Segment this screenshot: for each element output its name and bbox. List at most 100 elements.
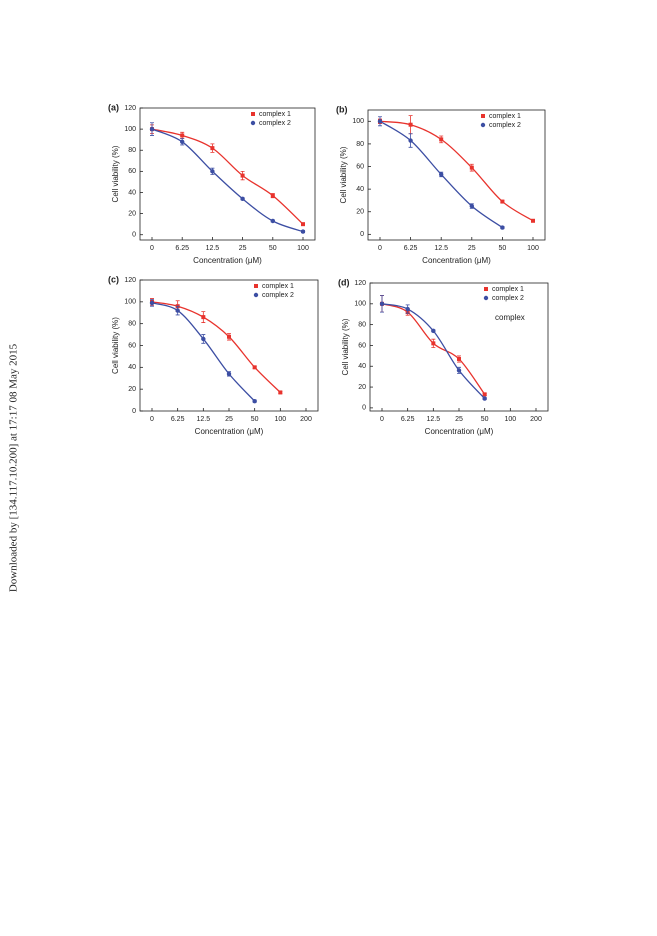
marker xyxy=(431,328,436,334)
marker xyxy=(300,229,306,234)
legend-marker xyxy=(484,287,488,291)
marker xyxy=(431,341,436,346)
x-tick-label: 6.25 xyxy=(171,416,185,423)
panel-label: (c) xyxy=(108,274,119,284)
legend-label: complex 2 xyxy=(492,295,524,302)
x-tick-label: 100 xyxy=(527,245,539,252)
marker xyxy=(531,218,535,223)
fit-curve xyxy=(379,120,534,222)
x-axis-label: Concentration (μM) xyxy=(193,256,262,265)
legend-marker xyxy=(251,112,255,116)
x-axis-label: Concentration (μM) xyxy=(422,256,491,265)
legend-label: complex 2 xyxy=(262,292,294,299)
marker xyxy=(252,398,257,404)
marker xyxy=(240,173,245,178)
marker xyxy=(201,336,206,342)
legend-marker xyxy=(481,114,485,118)
marker xyxy=(469,203,474,209)
panel-label: (a) xyxy=(108,102,119,112)
y-tick-label: 20 xyxy=(128,386,136,393)
marker xyxy=(469,165,474,170)
marker xyxy=(278,390,283,395)
x-tick-label: 12.5 xyxy=(197,416,211,423)
panel-label: (b) xyxy=(336,104,348,114)
marker xyxy=(439,172,444,177)
marker xyxy=(240,196,245,202)
legend-label: complex 1 xyxy=(262,283,294,290)
x-tick-label: 25 xyxy=(455,416,463,423)
y-axis-label: Cell viability (%) xyxy=(111,145,120,202)
marker xyxy=(180,133,185,138)
marker xyxy=(482,392,487,397)
y-tick-label: 40 xyxy=(128,364,136,371)
y-tick-label: 100 xyxy=(124,299,136,306)
y-tick-label: 0 xyxy=(132,408,136,415)
marker xyxy=(377,119,383,124)
x-tick-label: 25 xyxy=(225,416,233,423)
y-tick-label: 0 xyxy=(362,405,366,412)
fit-curve xyxy=(381,303,486,399)
y-tick-label: 80 xyxy=(358,321,366,328)
legend-label: complex 2 xyxy=(489,122,521,129)
marker xyxy=(482,396,487,401)
marker xyxy=(408,138,413,143)
legend-label: complex 2 xyxy=(259,120,291,127)
legend-marker xyxy=(254,284,258,288)
x-tick-label: 0 xyxy=(380,416,384,423)
marker xyxy=(405,306,410,312)
x-tick-label: 50 xyxy=(481,416,489,423)
x-tick-label: 200 xyxy=(530,416,542,423)
fit-curve xyxy=(381,303,486,395)
y-tick-label: 120 xyxy=(124,105,136,112)
x-tick-label: 50 xyxy=(251,416,259,423)
y-tick-label: 20 xyxy=(358,384,366,391)
marker xyxy=(500,225,505,230)
x-tick-label: 12.5 xyxy=(427,416,441,423)
y-tick-label: 60 xyxy=(356,163,364,170)
legend-marker xyxy=(480,122,486,128)
marker xyxy=(149,126,155,132)
x-tick-label: 0 xyxy=(150,416,154,423)
annotation: complex xyxy=(495,313,525,322)
y-tick-label: 100 xyxy=(124,126,136,133)
marker xyxy=(149,300,155,306)
y-tick-label: 100 xyxy=(354,301,366,308)
x-tick-label: 6.25 xyxy=(401,416,415,423)
marker xyxy=(201,315,206,320)
chart: (c) 0 20 40 60 80 100 120 0 6.25 12.5 25 50 100 200 Con… xyxy=(108,274,319,436)
y-tick-label: 60 xyxy=(128,342,136,349)
marker xyxy=(180,139,185,144)
y-tick-label: 120 xyxy=(124,277,136,284)
panel-label: (d) xyxy=(338,277,350,287)
y-tick-label: 40 xyxy=(358,363,366,370)
legend-label: complex 1 xyxy=(492,286,524,293)
legend-marker xyxy=(250,120,256,126)
marker xyxy=(252,365,257,370)
x-tick-label: 100 xyxy=(297,245,309,252)
y-tick-label: 120 xyxy=(354,280,366,287)
marker xyxy=(227,334,231,339)
plot-frame xyxy=(369,282,549,412)
marker xyxy=(439,137,444,142)
x-tick-label: 100 xyxy=(504,416,516,423)
legend-marker xyxy=(483,295,489,301)
x-axis-label: Concentration (μM) xyxy=(195,427,264,436)
y-axis-label: Cell viability (%) xyxy=(341,318,350,375)
legend-label: complex 1 xyxy=(489,113,521,120)
y-tick-label: 60 xyxy=(358,342,366,349)
y-tick-label: 80 xyxy=(128,147,136,154)
marker xyxy=(210,169,215,174)
y-tick-label: 80 xyxy=(128,321,136,328)
x-tick-label: 12.5 xyxy=(434,245,448,252)
y-tick-label: 0 xyxy=(132,232,136,239)
legend-marker xyxy=(253,292,259,298)
x-tick-label: 25 xyxy=(468,245,476,252)
y-axis-label: Cell viability (%) xyxy=(111,317,120,374)
fit-curve xyxy=(151,128,304,225)
marker xyxy=(210,146,215,151)
marker xyxy=(175,308,180,313)
x-tick-label: 50 xyxy=(499,245,507,252)
watermark: Downloaded by [134.117.10.200] at 17:17 … xyxy=(8,343,20,592)
y-tick-label: 40 xyxy=(128,189,136,196)
marker xyxy=(457,356,461,361)
